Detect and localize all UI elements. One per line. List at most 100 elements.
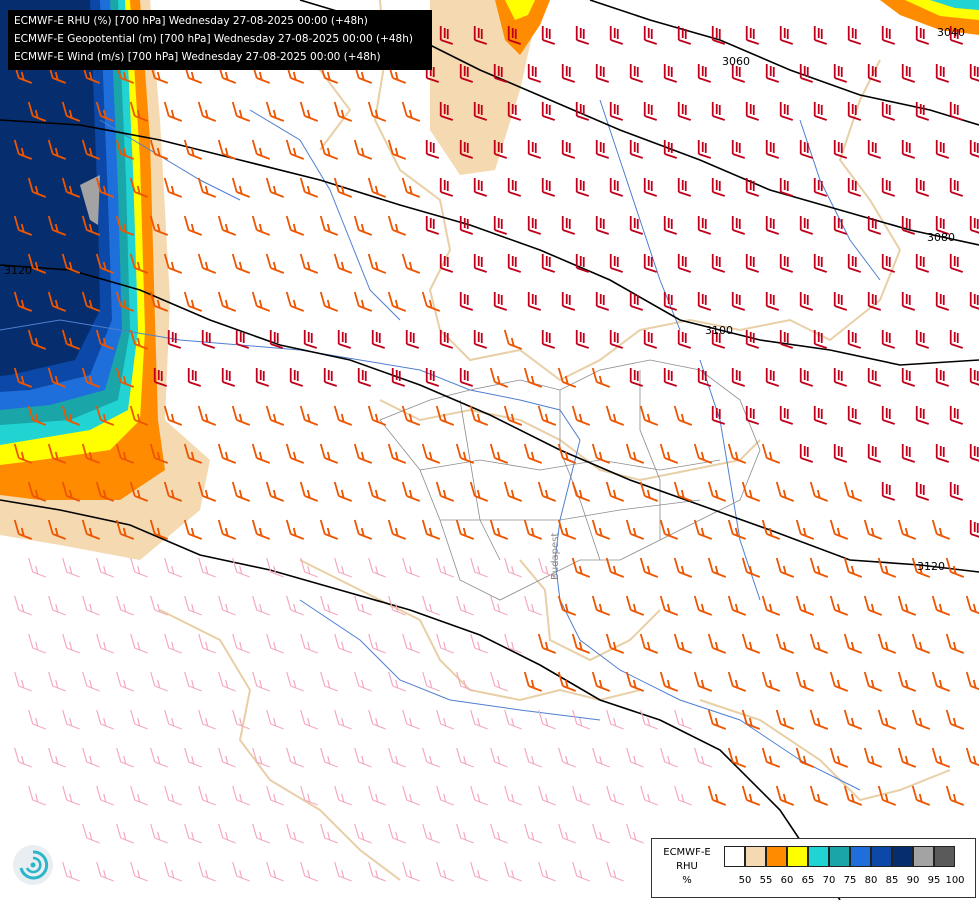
wind-barb [251, 291, 271, 312]
wind-barb [741, 785, 761, 806]
wind-barb [779, 26, 794, 45]
wind-barb [300, 861, 318, 882]
legend-swatch [724, 846, 745, 867]
wind-barb [82, 595, 100, 616]
title-line-wind: ECMWF-E Wind (m/s) [700 hPa] Wednesday 2… [14, 51, 381, 63]
wind-barb [14, 671, 32, 692]
wind-barb [765, 292, 780, 311]
wind-barb [911, 785, 931, 806]
wind-barb [809, 709, 829, 730]
wind-barb [115, 139, 135, 160]
wind-barb [745, 102, 760, 121]
wind-barb [677, 178, 692, 197]
wind-barb [591, 367, 611, 388]
wind-barb [402, 557, 420, 578]
wind-barb [334, 557, 352, 578]
wind-barb [538, 557, 556, 578]
wind-barb [129, 405, 149, 426]
wind-barb [727, 595, 747, 616]
wind-barb [81, 367, 101, 388]
wind-barb [965, 747, 979, 767]
wind-barb [863, 671, 883, 692]
wind-barb [402, 633, 420, 654]
wind-barb [14, 747, 32, 768]
wind-barb [537, 481, 557, 502]
wind-barb [843, 481, 863, 502]
wind-barb [537, 405, 557, 426]
wind-barb [538, 861, 556, 882]
wind-barb [829, 747, 849, 768]
wind-barb [833, 444, 848, 463]
wind-barb [285, 519, 305, 540]
wind-barb [527, 140, 542, 159]
wind-barb [367, 405, 387, 426]
map-title-box: ECMWF-E RHU (%) [700 hPa] Wednesday 27-0… [8, 10, 432, 70]
wind-barb [299, 405, 319, 426]
wind-barb [775, 557, 795, 578]
wind-barb [795, 595, 815, 616]
wind-barb [629, 292, 644, 311]
wind-barb [931, 747, 951, 768]
wind-barb [945, 633, 965, 654]
wind-barb [527, 216, 542, 235]
wind-barb [595, 140, 610, 159]
wind-barb [251, 443, 271, 464]
wind-barb [663, 368, 678, 387]
wind-barb [319, 519, 339, 540]
wind-barb [319, 215, 339, 236]
wind-barb [402, 785, 420, 806]
wind-barb [388, 671, 406, 692]
wind-barb [334, 861, 352, 882]
contour-label-3120-west: 3120 [4, 264, 32, 277]
wind-barb [266, 557, 284, 578]
wind-barb [197, 101, 217, 122]
wind-barb [677, 254, 692, 273]
wind-barb [490, 823, 508, 844]
wind-barb [150, 595, 168, 616]
wind-barb [625, 519, 645, 540]
wind-barb [266, 633, 284, 654]
wind-barb [745, 254, 760, 273]
wind-barb [116, 671, 134, 692]
wind-barb [82, 747, 100, 768]
wind-barb [28, 785, 46, 806]
wind-barb [153, 368, 168, 387]
wind-barb [388, 747, 406, 768]
wind-barb [674, 709, 692, 730]
wind-barb [489, 443, 509, 464]
legend-swatch [787, 846, 808, 867]
wind-barb [779, 178, 794, 197]
wind-barb [504, 709, 522, 730]
wind-barb [439, 254, 454, 273]
wind-barb [265, 253, 285, 274]
wind-barb [183, 139, 203, 160]
wind-barb [391, 368, 406, 387]
wind-barb [901, 444, 916, 463]
wind-barb [197, 177, 217, 198]
wind-barb [367, 481, 387, 502]
wind-barb [877, 557, 897, 578]
wind-barb [660, 747, 678, 768]
wind-barb [507, 178, 522, 197]
wind-barb [663, 64, 678, 83]
wind-barb [469, 405, 489, 426]
wind-barb [285, 443, 305, 464]
wind-barb [663, 216, 678, 235]
wind-barb [558, 747, 576, 768]
wind-barb [320, 671, 338, 692]
wind-barb [163, 101, 183, 122]
wind-barb [575, 254, 590, 273]
wind-barb [320, 747, 338, 768]
wind-barb [799, 64, 814, 83]
wind-barb [319, 443, 339, 464]
wind-barb [285, 139, 305, 160]
wind-barb [439, 102, 454, 121]
wind-barb [232, 709, 250, 730]
wind-barb [605, 481, 625, 502]
wind-barb [470, 709, 488, 730]
wind-barb [489, 367, 509, 388]
wind-barb [557, 443, 577, 464]
wind-barb [61, 481, 81, 502]
contour-label-3060: 3060 [722, 55, 750, 68]
wind-barb [639, 557, 659, 578]
